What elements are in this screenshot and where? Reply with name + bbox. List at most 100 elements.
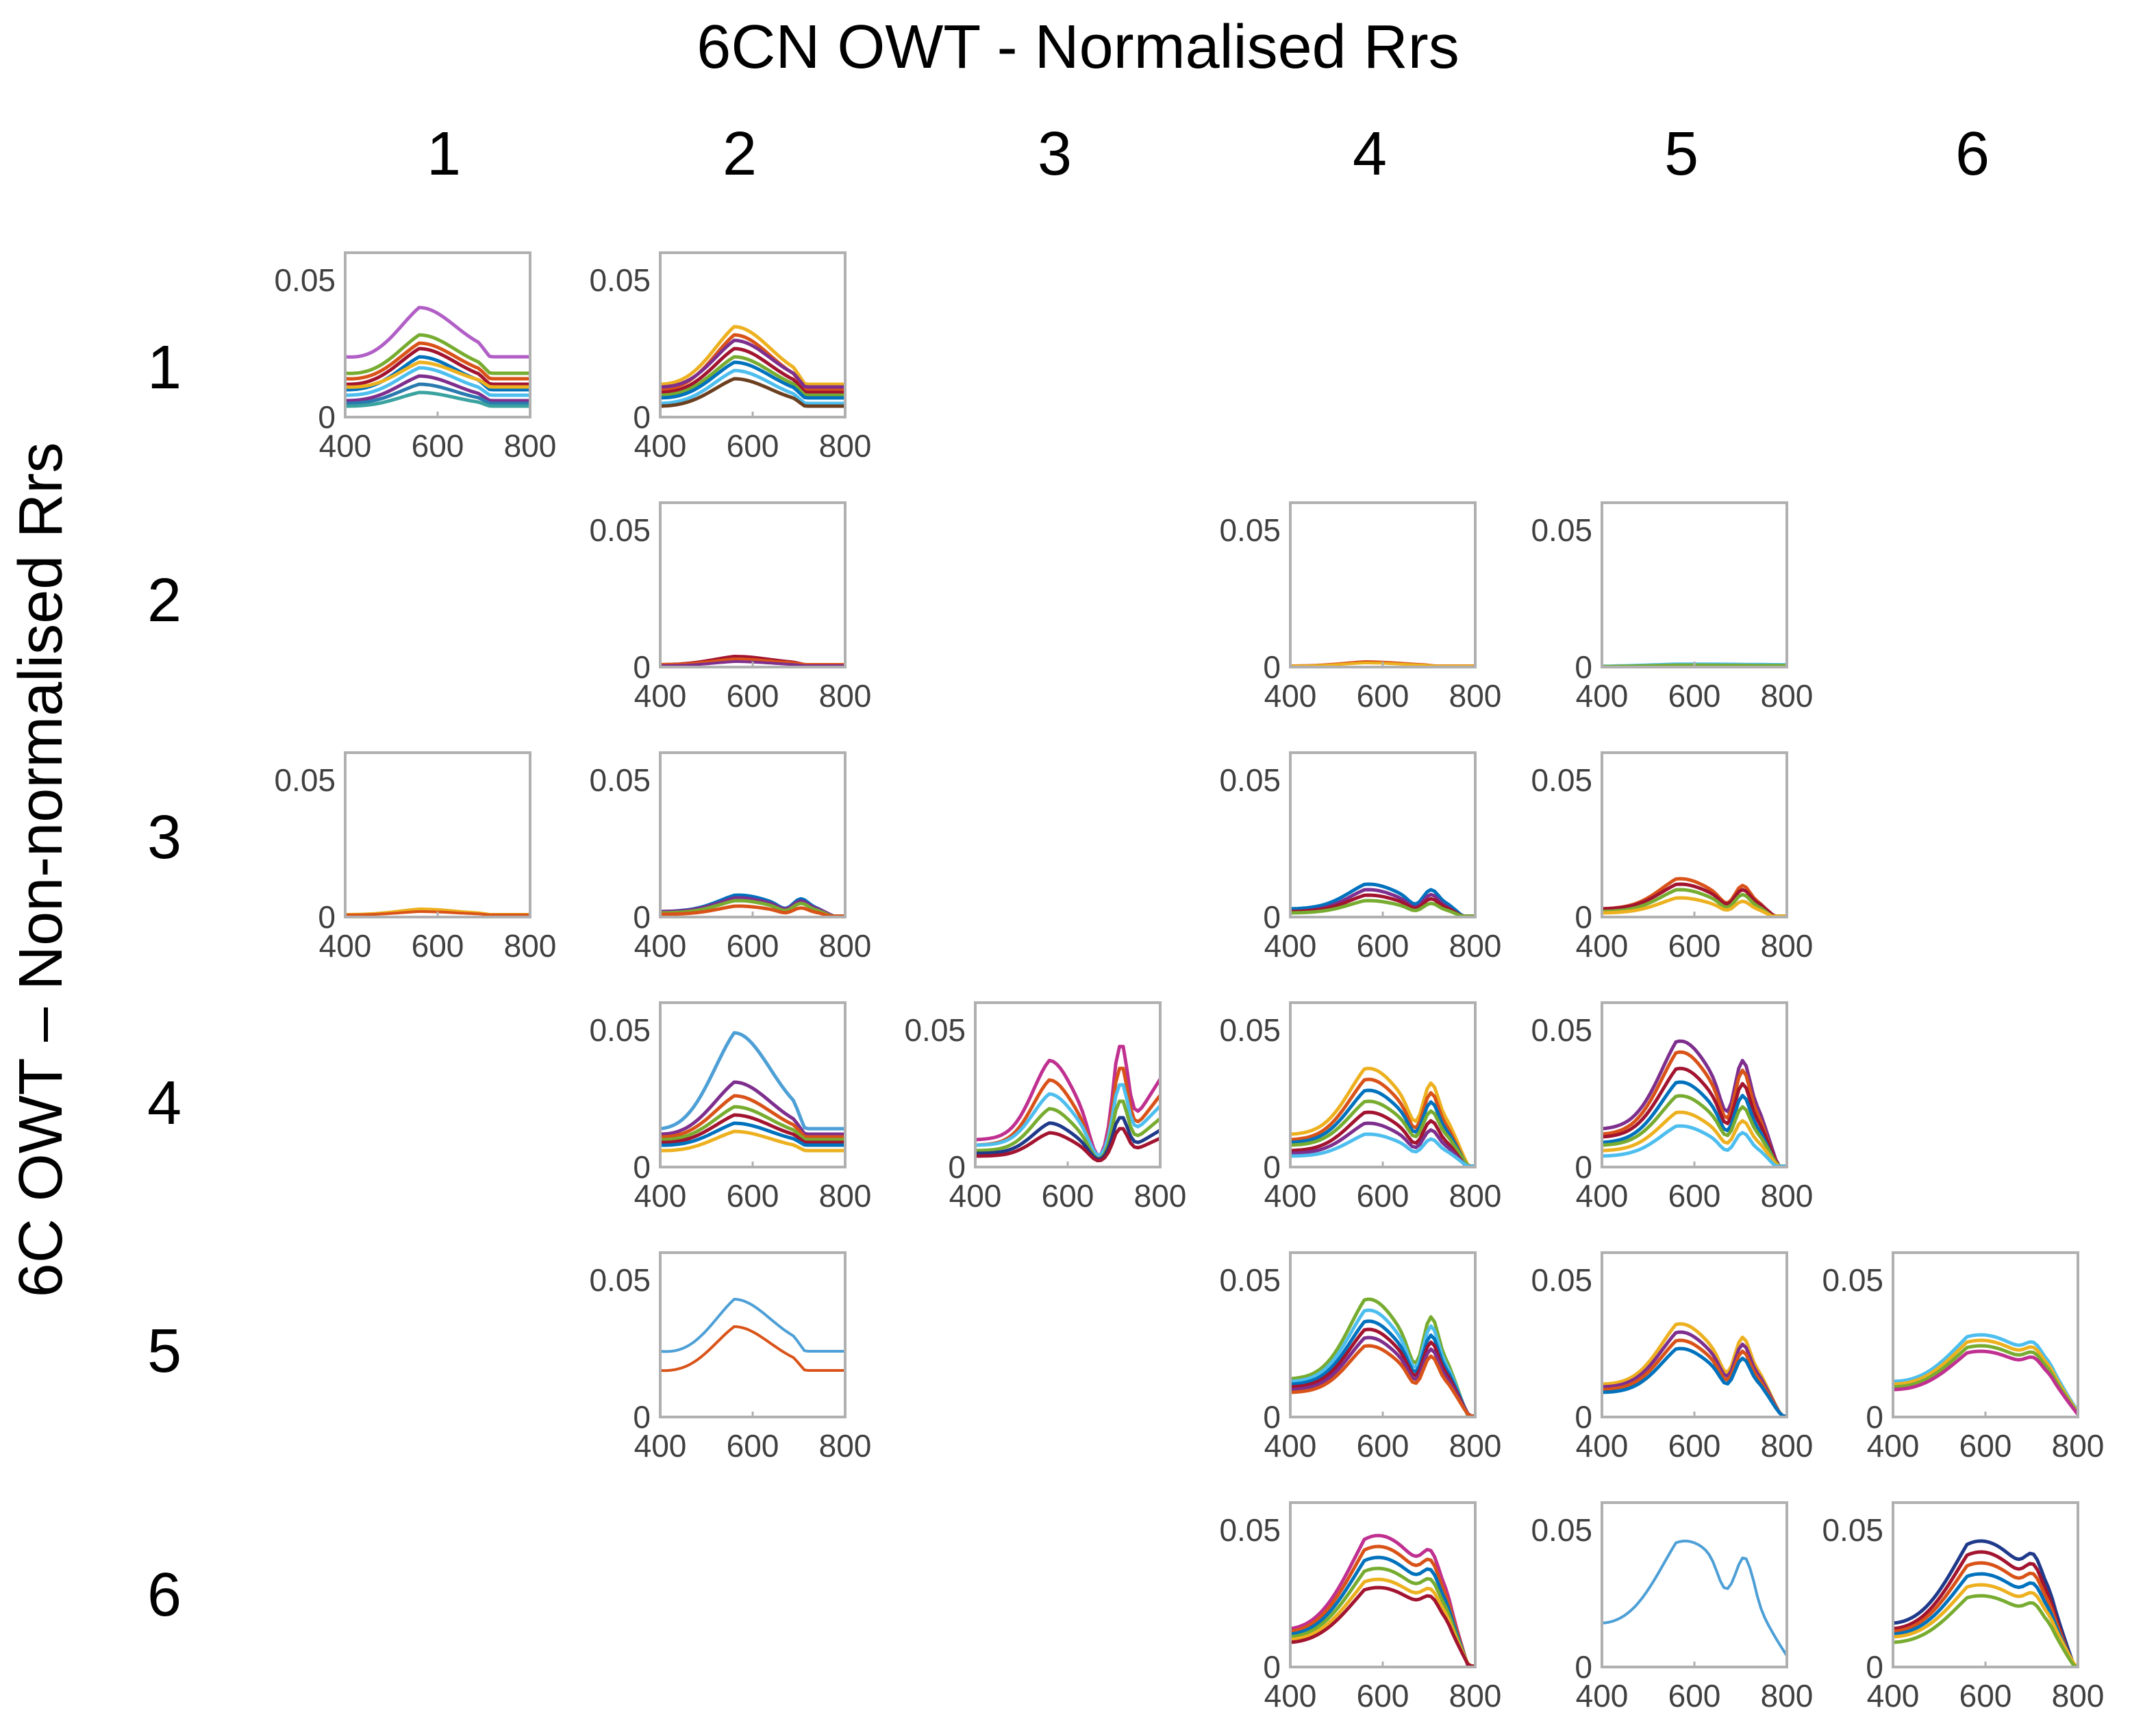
panel-frame xyxy=(1289,1501,1477,1668)
y-tick-label: 0 xyxy=(1575,1399,1592,1435)
y-tick-label: 0.05 xyxy=(1531,1012,1592,1048)
x-tick-label: 600 xyxy=(1668,1428,1721,1464)
series-line-r4-c4-7 xyxy=(1290,1132,1475,1168)
panel-frame xyxy=(1289,501,1477,668)
series-line-r3-c4-1 xyxy=(1290,882,1475,918)
y-tick-label: 0 xyxy=(1263,899,1281,935)
x-tick-label: 400 xyxy=(1576,678,1629,714)
panel-r4-c3: 0.05 0 400 600 800 xyxy=(880,1000,1186,1219)
x-tick-label: 400 xyxy=(1867,1678,1920,1714)
x-tick-label: 400 xyxy=(1264,1428,1317,1464)
x-tick-label: 400 xyxy=(1264,678,1317,714)
series-line-r6-c6-3 xyxy=(1892,1561,2078,1668)
series-line-r4-c2-3 xyxy=(660,1094,845,1139)
x-tick-label: 800 xyxy=(819,428,872,464)
y-tick-label: 0.05 xyxy=(1531,1262,1592,1298)
panel-r6-c4: 0.05 0 400 600 800 xyxy=(1195,1500,1501,1719)
series-line-r3-c4-3 xyxy=(1290,893,1475,918)
series-line-r5-c2-1 xyxy=(660,1298,845,1353)
series-line-r4-c3-6 xyxy=(975,1127,1162,1163)
series-line-r6-c6-4 xyxy=(1892,1572,2079,1668)
x-tick-label: 400 xyxy=(1264,1678,1317,1714)
series-line-r5-c4-2 xyxy=(1290,1308,1475,1418)
y-tick-label: 0 xyxy=(1575,899,1592,935)
x-tick-label: 600 xyxy=(1668,678,1721,714)
column-label-6: 6 xyxy=(1955,120,1990,188)
x-tick-label: 600 xyxy=(412,428,464,464)
series-line-r4-c5-6 xyxy=(1601,1110,1787,1168)
x-tick-label: 600 xyxy=(1959,1678,2012,1714)
panel-r5-c6: 0.05 0 400 600 800 xyxy=(1798,1250,2104,1469)
x-tick-label: 800 xyxy=(819,1428,872,1464)
series-line-r5-c5-4 xyxy=(1601,1346,1787,1418)
y-tick-label: 0 xyxy=(948,1149,966,1185)
series-line-r3-c2-3 xyxy=(660,899,845,918)
y-tick-label: 0.05 xyxy=(1219,762,1281,798)
panel-r1-c2: 0.05 0 400 600 800 xyxy=(565,250,871,469)
y-tick-label: 0.05 xyxy=(589,1262,651,1298)
x-tick-label: 800 xyxy=(504,928,557,964)
panel-frame xyxy=(659,501,847,668)
series-line-r1-c2-7 xyxy=(660,368,845,405)
y-tick-label: 0 xyxy=(1575,649,1592,685)
x-tick-label: 600 xyxy=(1357,1428,1409,1464)
series-line-r1-c1-10 xyxy=(345,390,530,408)
series-line-r5-c5-1 xyxy=(1601,1322,1787,1418)
y-tick-label: 0 xyxy=(1263,1149,1281,1185)
x-tick-label: 800 xyxy=(1761,678,1814,714)
y-tick-label: 0 xyxy=(633,1149,651,1185)
x-tick-label: 800 xyxy=(1761,1678,1814,1714)
x-tick-label: 800 xyxy=(1449,928,1502,964)
series-line-r4-c5-2 xyxy=(1601,1050,1787,1168)
x-tick-label: 600 xyxy=(727,678,779,714)
x-tick-label: 400 xyxy=(634,678,687,714)
x-tick-label: 400 xyxy=(1867,1428,1920,1464)
column-label-3: 3 xyxy=(1037,120,1073,188)
panel-r2-c4: 0.05 0 400 600 800 xyxy=(1195,500,1501,719)
series-line-r5-c2-2 xyxy=(660,1325,845,1372)
panel-r1-c1: 0.05 0 400 600 800 xyxy=(250,250,556,469)
series-line-r4-c2-7 xyxy=(660,1129,845,1153)
panel-r5-c2: 0.05 0 400 600 800 xyxy=(565,1250,871,1469)
y-tick-label: 0.05 xyxy=(589,262,651,298)
series-line-r4-c4-3 xyxy=(1290,1088,1475,1168)
y-tick-label: 0.05 xyxy=(589,1012,651,1048)
y-tick-label: 0.05 xyxy=(904,1012,966,1048)
series-line-r6-c5-1 xyxy=(1601,1540,1788,1657)
column-label-4: 4 xyxy=(1352,120,1388,188)
x-tick-label: 400 xyxy=(1576,928,1629,964)
series-line-r4-c2-6 xyxy=(660,1121,845,1147)
series-line-r4-c2-1 xyxy=(660,1031,845,1131)
panel-r5-c4: 0.05 0 400 600 800 xyxy=(1195,1250,1501,1469)
panel-r4-c4: 0.05 0 400 600 800 xyxy=(1195,1000,1501,1219)
y-tick-label: 0 xyxy=(1575,1149,1592,1185)
panel-r5-c5: 0.05 0 400 600 800 xyxy=(1507,1250,1813,1469)
x-tick-label: 600 xyxy=(1357,1678,1409,1714)
x-tick-label: 400 xyxy=(634,1178,687,1214)
x-tick-label: 600 xyxy=(1668,1678,1721,1714)
y-tick-label: 0.05 xyxy=(589,762,651,798)
y-tick-label: 0.05 xyxy=(1531,512,1592,548)
x-tick-label: 800 xyxy=(1449,1428,1502,1464)
row-label-3: 3 xyxy=(147,803,182,872)
series-line-r6-c6-5 xyxy=(1892,1583,2079,1668)
panel-frame xyxy=(1601,1501,1788,1668)
column-label-1: 1 xyxy=(426,120,462,188)
x-tick-label: 800 xyxy=(1761,1178,1814,1214)
x-tick-label: 400 xyxy=(319,428,372,464)
series-line-r4-c5-1 xyxy=(1601,1039,1787,1168)
series-line-r3-c5-2 xyxy=(1601,882,1787,918)
series-line-r4-c4-1 xyxy=(1290,1066,1475,1168)
series-line-r6-c6-1 xyxy=(1892,1539,2078,1668)
x-tick-label: 600 xyxy=(1668,1178,1721,1214)
x-tick-label: 800 xyxy=(819,928,872,964)
